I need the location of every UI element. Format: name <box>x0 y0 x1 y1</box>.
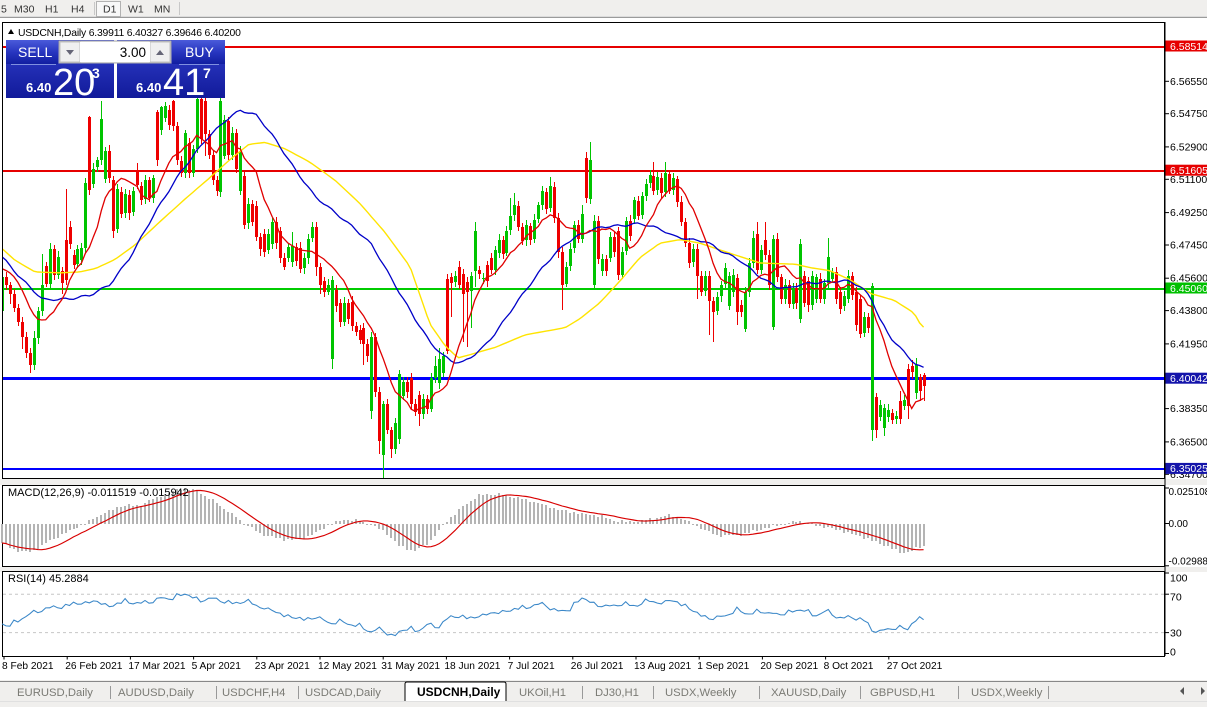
svg-text:3.00: 3.00 <box>120 45 146 60</box>
svg-text:USDCNH,Daily 6.39911 6.40327: USDCNH,Daily 6.39911 6.40327 6.39646 6.4… <box>18 28 241 39</box>
svg-text:6.43800: 6.43800 <box>1170 305 1207 317</box>
svg-text:MACD(12,26,9) -0.011519 -0.015: MACD(12,26,9) -0.011519 -0.015942 <box>8 487 189 499</box>
svg-text:6.40: 6.40 <box>26 80 51 95</box>
svg-text:6.47450: 6.47450 <box>1170 240 1207 252</box>
svg-text:1 Sep 2021: 1 Sep 2021 <box>697 661 749 672</box>
svg-text:0: 0 <box>1170 647 1176 659</box>
svg-text:6.35025: 6.35025 <box>1170 463 1207 475</box>
svg-text:6.52900: 6.52900 <box>1170 141 1207 153</box>
svg-text:6.45060: 6.45060 <box>1170 283 1207 295</box>
svg-text:GBPUSD,H1: GBPUSD,H1 <box>870 687 935 699</box>
svg-text:27 Oct 2021: 27 Oct 2021 <box>887 661 943 672</box>
svg-text:6.40: 6.40 <box>136 80 161 95</box>
svg-text:XAUUSD,Daily: XAUUSD,Daily <box>771 687 847 699</box>
svg-text:31 May 2021: 31 May 2021 <box>381 661 440 672</box>
svg-text:EURUSD,Daily: EURUSD,Daily <box>17 687 93 699</box>
svg-text:-0.029885: -0.029885 <box>1169 557 1207 568</box>
svg-text:18 Jun 2021: 18 Jun 2021 <box>444 661 500 672</box>
svg-text:USDCAD,Daily: USDCAD,Daily <box>305 687 381 699</box>
svg-text:USDX,Weekly: USDX,Weekly <box>665 687 737 699</box>
svg-text:20 Sep 2021: 20 Sep 2021 <box>760 661 818 672</box>
svg-text:6.54750: 6.54750 <box>1170 108 1207 120</box>
svg-text:USDCHF,H4: USDCHF,H4 <box>222 687 285 699</box>
svg-text:7 Jul 2021: 7 Jul 2021 <box>508 661 555 672</box>
svg-text:7: 7 <box>203 65 211 81</box>
svg-text:6.56550: 6.56550 <box>1170 76 1207 88</box>
svg-text:RSI(14) 45.2884: RSI(14) 45.2884 <box>8 573 89 585</box>
svg-text:6.40042: 6.40042 <box>1170 373 1207 385</box>
svg-text:USDCNH,Daily: USDCNH,Daily <box>417 685 501 699</box>
svg-text:6.51605: 6.51605 <box>1170 165 1207 177</box>
svg-text:30: 30 <box>1170 628 1182 640</box>
svg-text:26 Jul 2021: 26 Jul 2021 <box>571 661 624 672</box>
svg-text:8 Oct 2021: 8 Oct 2021 <box>824 661 874 672</box>
svg-text:23 Apr 2021: 23 Apr 2021 <box>255 661 310 672</box>
svg-text:BUY: BUY <box>185 44 214 60</box>
svg-text:MN: MN <box>154 4 170 16</box>
svg-text:70: 70 <box>1170 592 1182 604</box>
svg-text:DJ30,H1: DJ30,H1 <box>595 687 639 699</box>
svg-text:17 Mar 2021: 17 Mar 2021 <box>128 661 186 672</box>
svg-text:6.51100: 6.51100 <box>1170 174 1207 186</box>
svg-text:5: 5 <box>1 4 7 16</box>
svg-text:USDX,Weekly: USDX,Weekly <box>971 687 1043 699</box>
svg-text:100: 100 <box>1170 573 1188 585</box>
svg-text:6.58514: 6.58514 <box>1170 41 1207 53</box>
svg-text:W1: W1 <box>128 4 144 16</box>
svg-text:5 Apr 2021: 5 Apr 2021 <box>192 661 242 672</box>
svg-text:6.41950: 6.41950 <box>1170 338 1207 350</box>
svg-text:6.38350: 6.38350 <box>1170 403 1207 415</box>
svg-text:12 May 2021: 12 May 2021 <box>318 661 377 672</box>
svg-text:8 Feb 2021: 8 Feb 2021 <box>2 661 54 672</box>
svg-text:UKOil,H1: UKOil,H1 <box>519 687 566 699</box>
svg-text:AUDUSD,Daily: AUDUSD,Daily <box>118 687 194 699</box>
svg-text:20: 20 <box>53 62 95 104</box>
svg-text:0.025108: 0.025108 <box>1169 487 1207 498</box>
svg-text:3: 3 <box>92 65 100 81</box>
svg-text:6.45600: 6.45600 <box>1170 273 1207 285</box>
svg-text:H1: H1 <box>45 4 59 16</box>
svg-text:M30: M30 <box>14 4 35 16</box>
svg-text:6.49250: 6.49250 <box>1170 207 1207 219</box>
svg-text:26 Feb 2021: 26 Feb 2021 <box>65 661 123 672</box>
svg-text:D1: D1 <box>103 4 117 16</box>
svg-text:H4: H4 <box>71 4 85 16</box>
svg-text:13 Aug 2021: 13 Aug 2021 <box>634 661 692 672</box>
svg-text:0.00: 0.00 <box>1169 519 1189 530</box>
svg-text:SELL: SELL <box>18 44 52 60</box>
svg-text:6.36500: 6.36500 <box>1170 436 1207 448</box>
svg-text:41: 41 <box>163 62 205 104</box>
